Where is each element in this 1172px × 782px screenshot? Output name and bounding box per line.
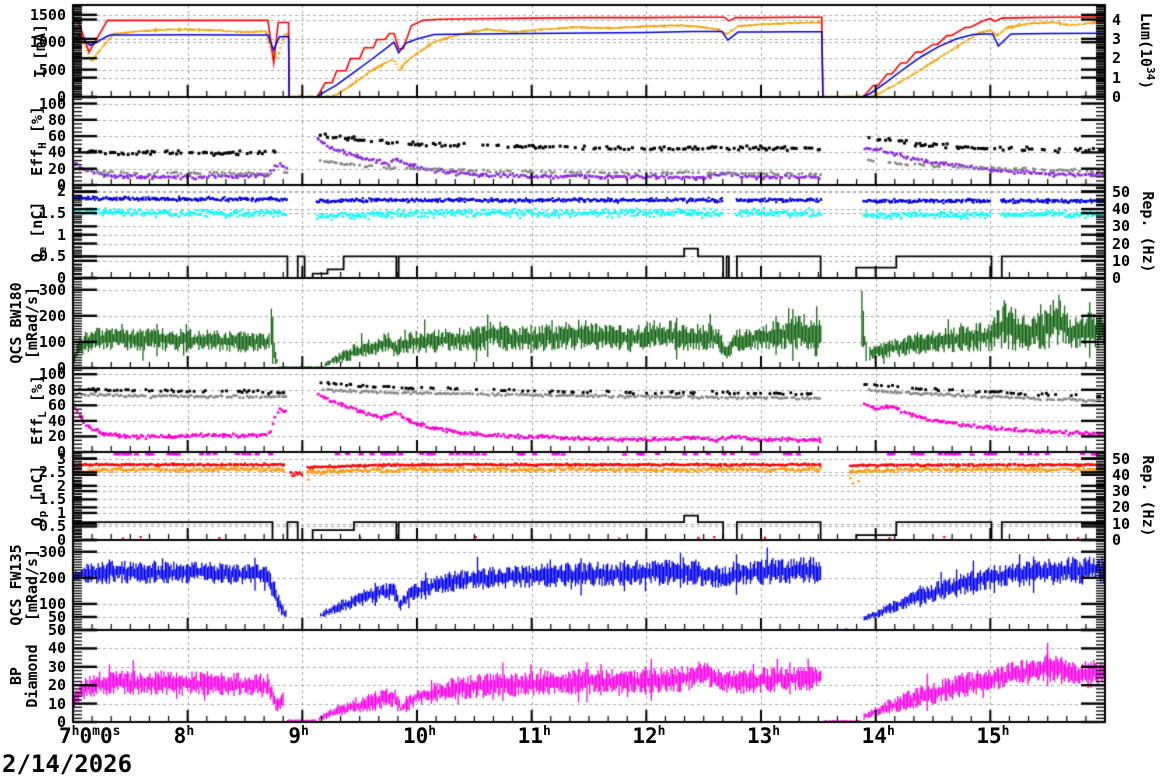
accelerator-status-chart: 2/14/2026 0 500 1000 1500 0 1 2 3 4 I [mA] Lum(103… <box>0 0 1172 782</box>
plot-canvas <box>0 0 1172 782</box>
